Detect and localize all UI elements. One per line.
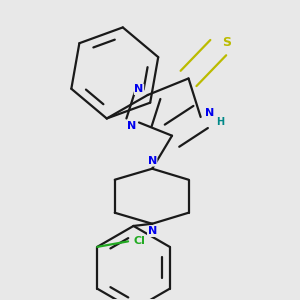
Text: N: N [205, 108, 214, 118]
Text: H: H [216, 118, 224, 128]
Text: N: N [127, 121, 136, 131]
Text: N: N [134, 85, 144, 94]
Text: N: N [148, 226, 157, 236]
Text: Cl: Cl [133, 236, 145, 246]
Text: N: N [148, 156, 157, 166]
Text: S: S [223, 36, 232, 49]
